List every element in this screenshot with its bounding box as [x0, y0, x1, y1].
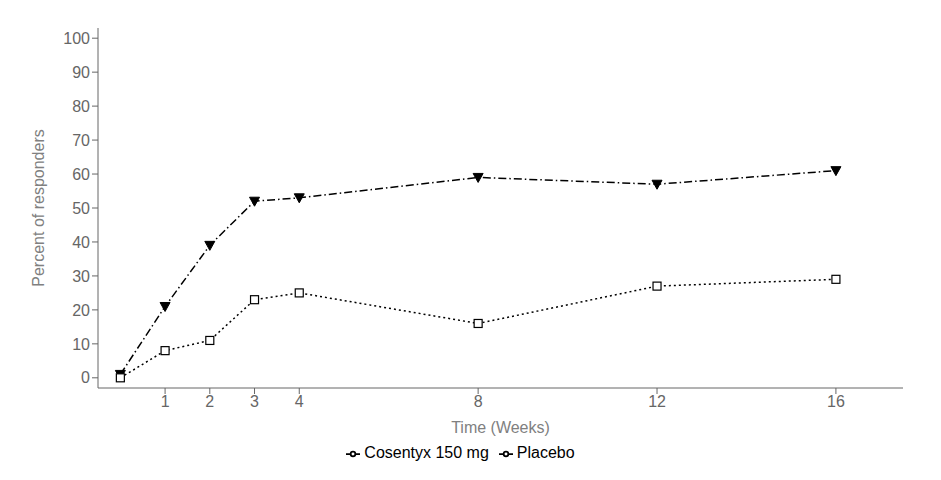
html-text:Placebo: Placebo — [516, 444, 575, 461]
svg-text:Percent of responders: Percent of responders — [30, 129, 47, 286]
svg-text:30: 30 — [72, 268, 90, 285]
svg-text:80: 80 — [72, 98, 90, 115]
html-text:Cosentyx 150 mg: Cosentyx 150 mg — [364, 444, 489, 461]
svg-text:20: 20 — [72, 302, 90, 319]
svg-text:40: 40 — [72, 234, 90, 251]
svg-text:60: 60 — [72, 166, 90, 183]
svg-text:16: 16 — [827, 393, 845, 410]
svg-text:0: 0 — [81, 369, 90, 386]
svg-text:2: 2 — [205, 393, 214, 410]
svg-text:4: 4 — [295, 393, 304, 410]
svg-text:1: 1 — [161, 393, 170, 410]
svg-text:50: 50 — [72, 200, 90, 217]
svg-text:3: 3 — [250, 393, 259, 410]
svg-text:12: 12 — [648, 393, 666, 410]
svg-text:8: 8 — [474, 393, 483, 410]
svg-text:Time (Weeks): Time (Weeks) — [451, 419, 550, 436]
svg-text:90: 90 — [72, 64, 90, 81]
svg-text:10: 10 — [72, 336, 90, 353]
svg-text:100: 100 — [63, 30, 90, 47]
svg-text:70: 70 — [72, 132, 90, 149]
